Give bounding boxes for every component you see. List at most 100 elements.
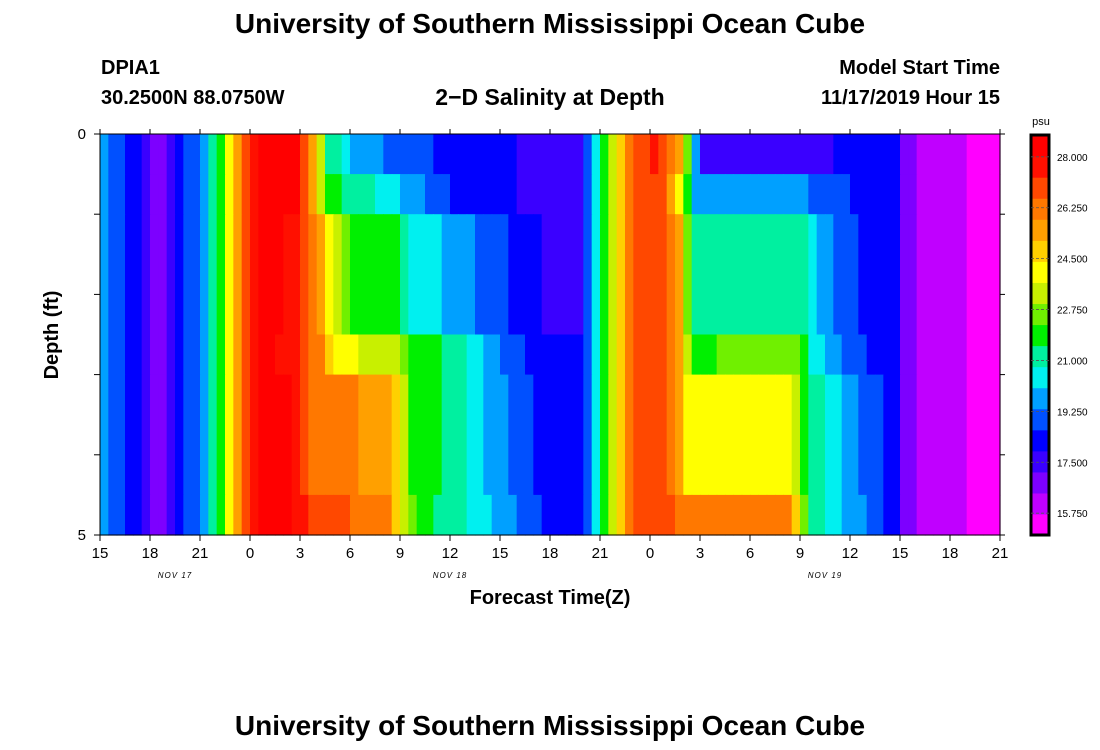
heatmap-cell <box>416 374 426 496</box>
heatmap-cell <box>933 214 943 336</box>
colorbar-swatch <box>1031 156 1049 178</box>
heatmap-cell <box>883 214 893 336</box>
heatmap-cell <box>250 374 259 496</box>
heatmap-cell <box>866 334 876 376</box>
heatmap-cell <box>741 134 751 175</box>
heatmap-cell <box>666 494 676 536</box>
heatmap-cell <box>133 374 143 496</box>
heatmap-cell <box>941 174 951 215</box>
heatmap-cell <box>383 374 393 496</box>
heatmap-cell <box>875 494 884 536</box>
heatmap-cell <box>516 214 526 336</box>
heatmap-cell <box>308 334 318 376</box>
heatmap-cell <box>233 334 243 376</box>
heatmap-cell <box>750 174 759 215</box>
heatmap-cell <box>491 494 501 536</box>
heatmap-cell <box>100 174 109 215</box>
heatmap-cell <box>758 334 768 376</box>
heatmap-cell <box>191 494 201 536</box>
heatmap-cell <box>708 214 718 336</box>
heatmap-cell <box>533 214 543 336</box>
heatmap-cell <box>425 334 434 376</box>
colorbar-swatch <box>1031 450 1049 473</box>
heatmap-cell <box>916 214 926 336</box>
heatmap-cell <box>341 334 351 376</box>
heatmap-cell <box>566 134 576 175</box>
heatmap-cell <box>666 174 676 215</box>
heatmap-cell <box>433 334 443 376</box>
heatmap-cell <box>983 494 993 536</box>
heatmap-cell <box>750 374 759 496</box>
heatmap-cell <box>741 494 751 536</box>
heatmap-cell <box>458 334 468 376</box>
heatmap-cell <box>141 134 151 175</box>
heatmap-cell <box>791 374 801 496</box>
heatmap-cell <box>325 174 334 215</box>
heatmap-cell <box>316 494 326 536</box>
heatmap-cell <box>275 214 284 336</box>
heatmap-cell <box>291 374 301 496</box>
heatmap-cell <box>850 334 859 376</box>
heatmap-cell <box>691 174 701 215</box>
heatmap-cell <box>891 134 901 175</box>
heatmap-cell <box>508 174 518 215</box>
x-tick-label: 15 <box>492 545 509 562</box>
colorbar-swatch <box>1031 387 1049 410</box>
heatmap-cell <box>766 374 776 496</box>
x-tick-label: 21 <box>192 545 209 562</box>
heatmap-cell <box>333 134 343 175</box>
heatmap-cell <box>358 494 368 536</box>
heatmap-cell <box>150 374 159 496</box>
heatmap-cell <box>883 134 893 175</box>
heatmap-cell <box>600 174 609 215</box>
heatmap-cell <box>908 334 918 376</box>
heatmap-cell <box>691 334 701 376</box>
heatmap-cell <box>900 494 909 536</box>
heatmap-cell <box>725 214 734 336</box>
heatmap-cell <box>333 174 343 215</box>
heatmap-cell <box>675 214 684 336</box>
heatmap-cell <box>800 494 809 536</box>
heatmap-cell <box>208 174 218 215</box>
heatmap-cell <box>350 334 359 376</box>
heatmap-cell <box>666 374 676 496</box>
y-axis: 05 <box>78 126 1005 544</box>
heatmap-cell <box>500 134 509 175</box>
heatmap-cell <box>191 374 201 496</box>
heatmap-cell <box>658 214 668 336</box>
heatmap-cell <box>325 374 334 496</box>
heatmap-cell <box>308 174 318 215</box>
heatmap-cell <box>133 174 143 215</box>
x-tick-label: 9 <box>796 545 804 562</box>
heatmap-cell <box>991 494 1001 536</box>
heatmap-cell <box>508 374 518 496</box>
heatmap-cell <box>658 494 668 536</box>
heatmap-cell <box>300 374 309 496</box>
heatmap-cell <box>183 334 193 376</box>
heatmap-cell <box>700 494 709 536</box>
heatmap-cell <box>183 134 193 175</box>
heatmap-cell <box>591 494 601 536</box>
heatmap-cell <box>425 134 434 175</box>
heatmap-cell <box>775 494 784 536</box>
heatmap-cell <box>300 134 309 175</box>
heatmap-cell <box>150 134 159 175</box>
heatmap-cell <box>783 494 793 536</box>
heatmap-cell <box>900 174 909 215</box>
heatmap-cell <box>141 214 151 336</box>
heatmap-cell <box>800 174 809 215</box>
heatmap-cell <box>208 494 218 536</box>
heatmap-cell <box>525 134 534 175</box>
heatmap-cell <box>816 374 826 496</box>
heatmap-cell <box>408 174 418 215</box>
colorbar-swatch <box>1031 408 1049 431</box>
heatmap-cell <box>950 374 959 496</box>
heatmap-cell <box>433 494 443 536</box>
colorbar-tick-label: 15.750 <box>1057 509 1088 520</box>
heatmap-cell <box>500 174 509 215</box>
heatmap-cell <box>908 134 918 175</box>
heatmap-cell <box>341 214 351 336</box>
heatmap-cell <box>425 494 434 536</box>
heatmap-cell <box>708 174 718 215</box>
heatmap-cell <box>175 174 184 215</box>
